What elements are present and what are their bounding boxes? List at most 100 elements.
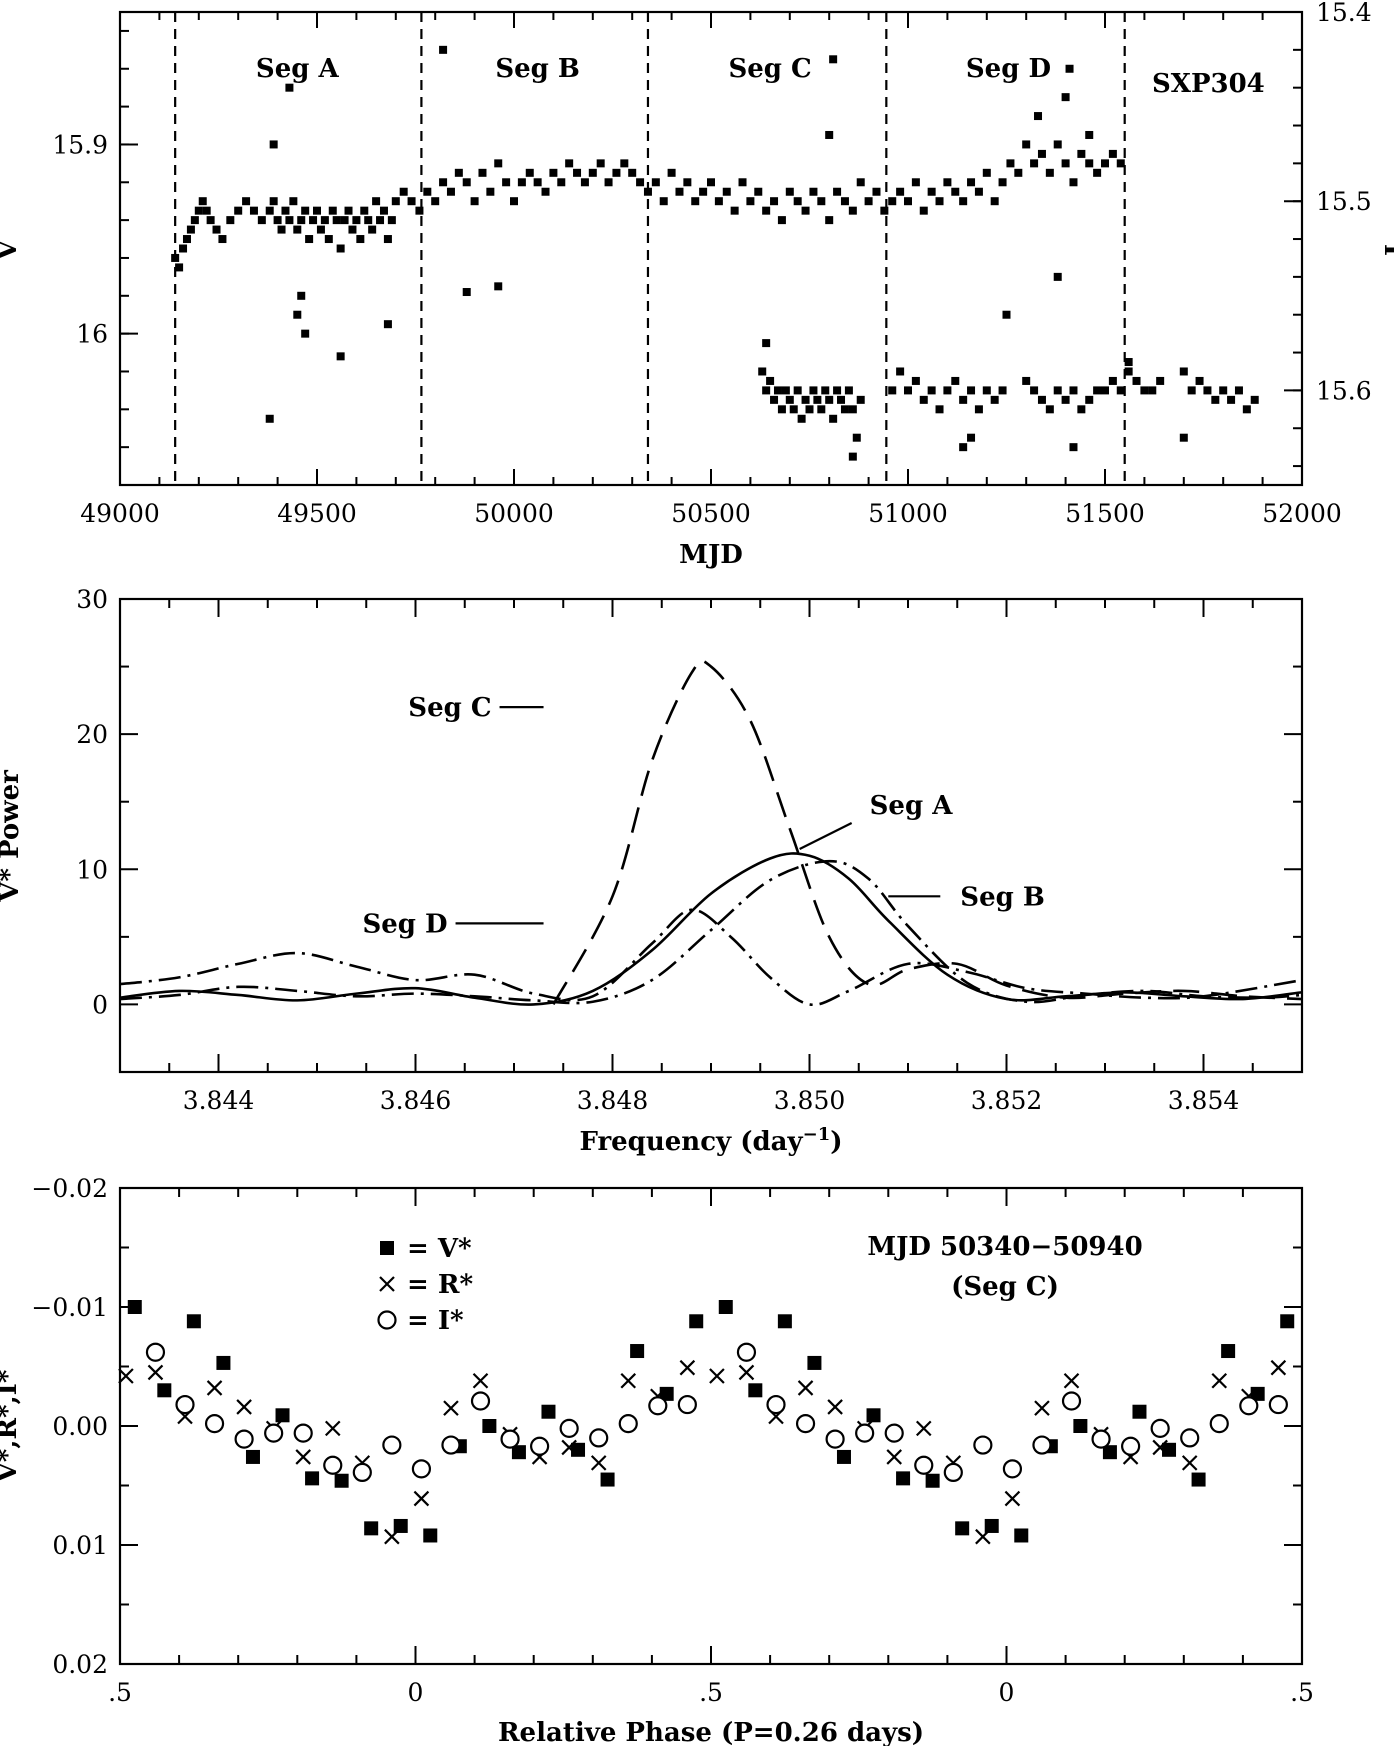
i-point — [766, 376, 775, 385]
v-point — [157, 1383, 172, 1398]
x-tick-label: 0 — [408, 1678, 424, 1707]
v-point — [1061, 159, 1070, 168]
i-point — [943, 1462, 963, 1483]
periodogram-xlabel-main: Frequency (day — [579, 1127, 803, 1157]
v-point — [689, 1314, 704, 1329]
v-point — [1053, 140, 1062, 149]
periodogram-xlabel: Frequency (day−1) — [579, 1124, 842, 1157]
v-point — [998, 178, 1007, 187]
y-tick-label: −0.02 — [31, 1174, 108, 1203]
v-point — [216, 1355, 231, 1370]
v-point — [974, 187, 983, 196]
i-point — [974, 405, 983, 414]
i-point — [1069, 443, 1078, 452]
v-point — [1030, 159, 1039, 168]
lightcurve-ylabel-left: V — [0, 239, 23, 261]
v-point — [364, 1521, 379, 1536]
x-tick-label: 3.844 — [183, 1086, 255, 1115]
v-point — [1014, 1528, 1029, 1543]
y-right-tick-label: 15.5 — [1316, 187, 1372, 216]
v-point — [175, 263, 184, 272]
y-tick-label: −0.01 — [31, 1293, 108, 1322]
v-point — [218, 235, 227, 244]
v-point — [1065, 64, 1074, 73]
i-point — [293, 1423, 313, 1443]
i-point — [821, 386, 830, 395]
v-point — [454, 168, 463, 177]
v-point — [880, 206, 889, 215]
v-point — [494, 282, 503, 291]
i-point — [951, 376, 960, 385]
v-point — [257, 216, 266, 225]
v-point — [636, 178, 645, 187]
v-point — [293, 310, 302, 319]
v-point — [691, 197, 700, 206]
v-point — [360, 206, 369, 215]
v-point — [399, 187, 408, 196]
v-point — [801, 206, 810, 215]
i-point — [990, 395, 999, 404]
v-point — [825, 130, 834, 139]
v-point — [1221, 1344, 1236, 1359]
v-point — [198, 197, 207, 206]
r-point — [324, 1420, 341, 1437]
i-point — [967, 386, 976, 395]
v-point — [324, 235, 333, 244]
v-point — [807, 1355, 822, 1370]
v-point — [301, 206, 310, 215]
v-point — [1191, 1472, 1206, 1487]
v-point — [478, 168, 487, 177]
r-point — [1270, 1359, 1287, 1376]
v-point — [793, 197, 802, 206]
periodogram-panel: 3.844 3.846 3.848 3.850 3.852 3.854 0 10 20 30 Se… — [0, 585, 1304, 1157]
r-point — [738, 1364, 755, 1381]
v-point — [269, 197, 278, 206]
v-point — [190, 216, 199, 225]
v-point — [186, 225, 195, 234]
v-point — [340, 216, 349, 225]
y-right-tick-label: 15.6 — [1316, 376, 1372, 405]
i-point — [825, 395, 834, 404]
v-point — [328, 206, 337, 215]
v-point — [387, 216, 396, 225]
v-point — [748, 1383, 763, 1398]
i-point — [770, 395, 779, 404]
lightcurve-points — [171, 45, 1259, 461]
x-tick-label: 50000 — [474, 499, 554, 528]
v-point — [439, 45, 448, 54]
i-point — [762, 339, 771, 348]
i-point — [1148, 386, 1157, 395]
r-point — [620, 1373, 637, 1389]
v-point — [372, 197, 381, 206]
v-point — [911, 178, 920, 187]
v-point — [316, 225, 325, 234]
v-point — [990, 197, 999, 206]
r-point — [709, 1368, 725, 1384]
r-point — [236, 1399, 252, 1415]
i-point — [1211, 395, 1220, 404]
v-point — [982, 168, 991, 177]
i-point — [1250, 395, 1259, 404]
r-point — [1211, 1373, 1228, 1389]
i-point — [145, 1342, 166, 1362]
i-point — [1121, 1436, 1141, 1456]
annotation-label: Seg B — [960, 882, 1045, 912]
i-point — [919, 395, 928, 404]
v-point — [470, 197, 479, 206]
periodogram-annotations: Seg C Seg A Seg B Seg D — [362, 693, 1044, 939]
v-point — [171, 253, 180, 262]
curve-seg-c — [552, 659, 1303, 1006]
i-point — [1124, 358, 1133, 367]
v-point — [817, 197, 826, 206]
v-point — [864, 197, 873, 206]
i-point — [1234, 386, 1243, 395]
r-point — [1181, 1455, 1198, 1471]
v-point — [1014, 168, 1023, 177]
r-point — [147, 1364, 164, 1381]
v-point — [643, 187, 652, 196]
v-point — [833, 187, 842, 196]
i-point — [1124, 367, 1133, 376]
y-left-tick-label: 15.9 — [52, 130, 108, 159]
r-point — [797, 1380, 814, 1396]
